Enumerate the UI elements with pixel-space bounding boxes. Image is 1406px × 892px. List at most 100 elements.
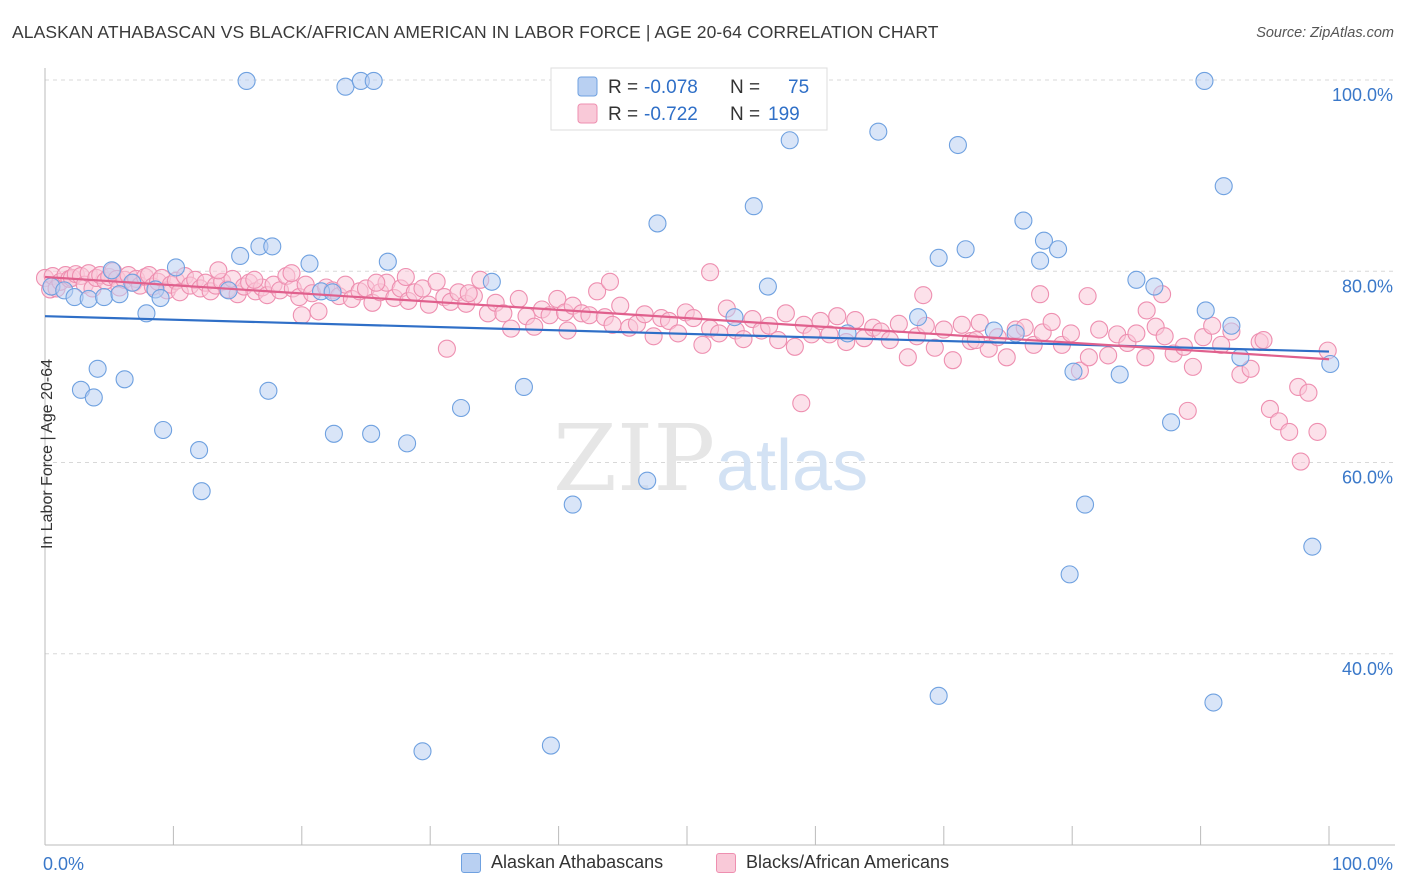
blacks-point-186	[914, 286, 933, 305]
athabascan-point-25	[300, 254, 319, 273]
athabascan-point-27	[323, 283, 342, 302]
athabascan-point-5	[84, 388, 103, 407]
legend-swatch-blue	[577, 76, 598, 97]
athabascan-point-41	[638, 471, 657, 490]
athabascan-point-31	[362, 424, 381, 443]
tick-labels: 100.0% 80.0% 60.0% 40.0% 0.0% 100.0%	[43, 85, 1393, 874]
athabascan-point-16	[166, 258, 186, 277]
blacks-point-90	[548, 289, 567, 309]
blacks-point-137	[943, 351, 962, 370]
blacks-point-173	[1280, 422, 1299, 441]
athabascan-point-46	[780, 131, 799, 150]
athabascan-point-37	[482, 272, 501, 291]
legend-r-label-1: R =	[608, 77, 638, 98]
athabascan-point-29	[336, 77, 355, 96]
blacks-point-87	[525, 317, 544, 336]
athabascan-point-50	[929, 248, 948, 267]
athabascan-point-35	[413, 742, 432, 761]
athabascan-point-8	[102, 261, 121, 280]
y-axis-label: In Labor Force | Age 20-64	[39, 358, 56, 550]
blacks-point-95	[588, 282, 607, 301]
blacks-point-163	[1183, 357, 1202, 376]
blacks-point-196	[245, 270, 264, 289]
athabascan-point-38	[514, 377, 533, 397]
blacks-point-191	[459, 284, 478, 303]
athabascan-point-34	[398, 434, 417, 453]
blacks-point-119	[785, 337, 804, 356]
blacks-point-94	[580, 306, 599, 325]
blacks-point-193	[367, 273, 386, 292]
athabascan-point-69	[1204, 693, 1223, 712]
chart-title: ALASKAN ATHABASCAN VS BLACK/AFRICAN AMER…	[12, 22, 939, 42]
blacks-point-183	[1078, 287, 1097, 306]
blacks-point-187	[792, 394, 811, 413]
athabascan-point-10	[115, 370, 134, 389]
blacks-point-184	[1031, 285, 1050, 304]
blacks-point-169	[1241, 359, 1260, 378]
y-tick-label-1: 80.0%	[1342, 276, 1393, 296]
legend-r-label-2: R =	[608, 104, 638, 125]
athabascan-point-71	[1222, 316, 1241, 335]
blacks-point-102	[644, 327, 663, 346]
athabascan-point-9	[110, 285, 129, 304]
athabascan-point-15	[154, 420, 173, 440]
blacks-point-140	[970, 313, 989, 332]
trend-line-blacks	[44, 275, 1330, 361]
athabascan-point-49	[909, 308, 928, 327]
blacks-point-197	[292, 306, 311, 325]
blacks-point-122	[811, 311, 830, 331]
athabascan-point-62	[1060, 565, 1079, 584]
blacks-point-98	[611, 296, 630, 315]
blacks-point-85	[509, 289, 528, 309]
legend-label-blacks: Blacks/African Americans	[746, 852, 950, 872]
athabascan-point-20	[231, 246, 250, 265]
athabascan-point-19	[219, 281, 238, 300]
athabascan-point-67	[1196, 301, 1215, 320]
athabascan-point-54	[984, 321, 1003, 340]
blacks-point-118	[776, 304, 795, 323]
legend-swatch-blacks	[716, 852, 736, 873]
legend-swatch-athabascans	[461, 852, 481, 873]
trend-lines	[44, 275, 1330, 361]
blacks-point-73	[419, 295, 438, 314]
blacks-point-182	[1137, 301, 1156, 320]
athabascan-point-44	[744, 197, 763, 216]
athabascan-point-64	[1127, 270, 1146, 289]
athabascan-point-23	[259, 381, 278, 400]
athabascan-point-73	[1303, 537, 1322, 556]
axes-layer	[44, 68, 1395, 846]
blacks-point-108	[693, 335, 712, 354]
blacks-point-138	[952, 315, 971, 334]
blacks-point-116	[760, 316, 779, 335]
blacks-point-165	[1203, 316, 1222, 335]
athabascan-point-57	[1031, 251, 1050, 270]
legend-n-label-1: N =	[730, 77, 760, 98]
y-tick-label-2: 60.0%	[1342, 468, 1393, 488]
athabascan-point-70	[1214, 177, 1233, 196]
blacks-point-83	[494, 304, 513, 323]
athabascan-point-61	[1075, 495, 1095, 514]
y-tick-label-0: 100.0%	[1332, 85, 1393, 105]
x-tick-label-1: 100.0%	[1332, 854, 1393, 874]
athabascan-point-36	[451, 398, 471, 418]
athabascan-point-40	[563, 495, 582, 514]
athabascan-point-56	[1014, 211, 1033, 230]
athabascan-point-6	[88, 359, 107, 378]
legend-top: R = -0.078 N = 75 R = -0.722 N = 199	[550, 67, 828, 131]
legend-label-athabascans: Alaskan Athabascans	[491, 852, 664, 872]
athabascan-point-43	[725, 308, 744, 327]
y-tick-label-3: 40.0%	[1342, 659, 1393, 679]
blacks-point-179	[1254, 331, 1273, 350]
blacks-point-124	[828, 307, 847, 326]
athabascan-point-14	[151, 288, 170, 308]
blacks-point-150	[1061, 324, 1080, 343]
legend-bottom: Alaskan Athabascans Blacks/African Ameri…	[0, 852, 1406, 878]
athabascan-point-7	[95, 288, 114, 307]
legend-swatch-pink	[577, 103, 598, 124]
blacks-point-117	[769, 331, 788, 350]
athabascan-point-58	[1034, 231, 1054, 250]
watermark: ZIP atlas	[553, 405, 868, 512]
legend-n-value-2: 199	[768, 104, 800, 125]
blacks-point-171	[1260, 399, 1279, 419]
blacks-point-160	[1155, 327, 1174, 346]
